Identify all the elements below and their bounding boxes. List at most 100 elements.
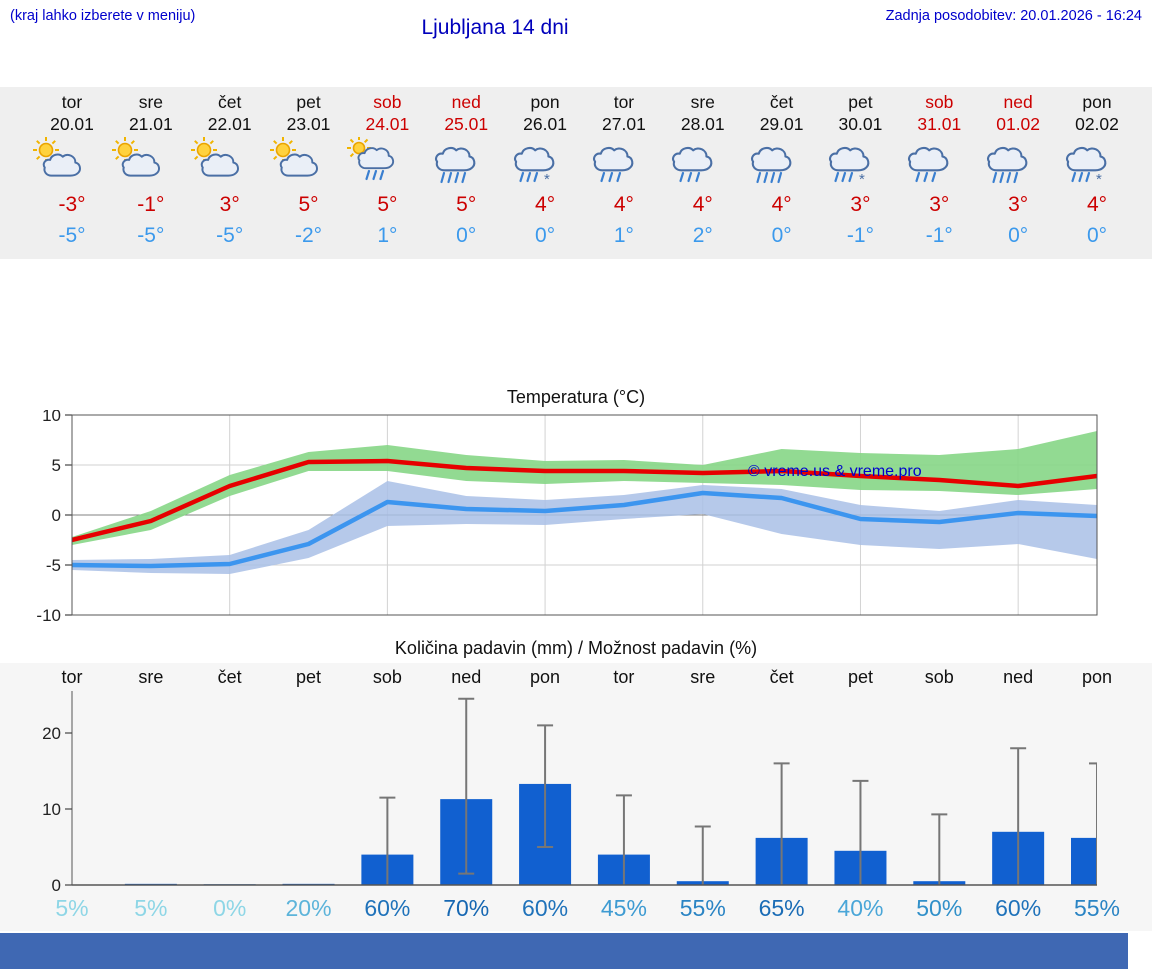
day-icon-wrap: [345, 137, 429, 189]
day-date: 22.01: [207, 114, 252, 134]
cloud-rain-icon: [671, 146, 713, 183]
precip-day-label: pet: [847, 667, 873, 687]
svg-text:*: *: [859, 171, 865, 187]
precip-probability: 60%: [995, 895, 1042, 921]
precip-day-label: tor: [61, 667, 83, 687]
day-date: 21.01: [128, 114, 173, 134]
forecast-day-9[interactable]: čet 29.01 4° 0°: [740, 87, 824, 248]
forecast-day-13[interactable]: pon 02.02 * 4° 0°: [1055, 87, 1139, 248]
day-temp-max: 3°: [929, 193, 950, 216]
forecast-day-1[interactable]: sre 21.01 -1° -5°: [109, 87, 193, 248]
day-icon-wrap: [740, 137, 824, 189]
day-name: ned: [451, 92, 481, 112]
day-name: pon: [1082, 92, 1112, 112]
day-temp-max: 3°: [850, 193, 871, 216]
day-temp-min: -1°: [925, 224, 953, 247]
cloud-rain-heavy-icon: [750, 146, 791, 184]
sun-cloud-icon: [190, 137, 239, 177]
watermark-link[interactable]: © vreme.us & vreme.pro: [748, 463, 922, 480]
precip-ytick-label: 10: [42, 800, 61, 819]
day-temp-min: -5°: [137, 224, 165, 247]
precip-day-label: ned: [1003, 667, 1034, 687]
day-temp-max: -1°: [137, 193, 165, 216]
temp-ytick-label: 10: [42, 410, 61, 425]
sun-cloud-rain-icon: [347, 137, 395, 181]
temp-plot-frame: [71, 414, 1098, 616]
precip-day-label: pet: [296, 667, 322, 687]
forecast-day-0[interactable]: tor 20.01 -3° -5°: [30, 87, 114, 248]
forecast-day-4[interactable]: sob 24.01 5° 1°: [345, 87, 429, 248]
temperature-chart: 10 5 0 -5 -10 © vreme.us & vreme.pro: [36, 410, 1098, 622]
day-temp-max: 5°: [298, 193, 319, 216]
forecast-day-12[interactable]: ned 01.02 3° 0°: [976, 87, 1060, 248]
precip-day-label: čet: [769, 667, 794, 687]
day-name: pon: [530, 92, 560, 112]
footer-bar: [0, 933, 1128, 969]
forecast-day-7[interactable]: tor 27.01 4° 1°: [582, 87, 666, 248]
page-header: (kraj lahko izberete v meniju) Ljubljana…: [0, 0, 1152, 50]
day-temp-max: 4°: [1086, 193, 1108, 216]
cloud-rain-icon: [908, 146, 949, 183]
forecast-day-3[interactable]: pet 23.01 5° -2°: [267, 87, 351, 248]
precip-probability: 55%: [1073, 895, 1121, 921]
day-temp-max: 4°: [692, 193, 713, 216]
precip-day-label: ned: [451, 667, 482, 687]
day-temp-max: 4°: [535, 193, 556, 216]
day-date: 25.01: [444, 114, 489, 134]
precip-bar: [1071, 837, 1097, 885]
precip-probability: 20%: [285, 895, 332, 921]
day-date: 31.01: [917, 114, 962, 134]
forecast-day-2[interactable]: čet 22.01 3° -5°: [188, 87, 272, 248]
precip-probability: 5%: [134, 895, 168, 921]
forecast-day-11[interactable]: sob 31.01 3° -1°: [897, 87, 981, 248]
temp-line-max: [72, 458, 1097, 543]
day-name: pet: [296, 92, 321, 112]
day-temp-max: 4°: [771, 193, 792, 216]
temperature-chart-title: Temperatura (°C): [506, 387, 646, 407]
day-temp-min: 0°: [771, 224, 792, 247]
day-icon-wrap: *: [503, 137, 587, 189]
forecast-strip: tor 20.01 -3° -5° sre 21.01 -1° -5° čet 22.01 3° -5…: [0, 87, 1152, 259]
forecast-day-10[interactable]: pet 30.01 * 3° -1°: [818, 87, 902, 248]
precip-day-label: sre: [138, 667, 164, 687]
precip-day-label: pon: [1081, 667, 1113, 687]
day-name: sre: [138, 92, 163, 112]
precip-ytick-label: 0: [52, 876, 61, 893]
day-temp-min: 0°: [1008, 224, 1029, 247]
day-temp-min: 2°: [692, 224, 713, 247]
temperature-section: Temperatura (°C) 10 5 0 -5 -10 © vreme.us & v…: [0, 387, 1152, 622]
forecast-day-6[interactable]: pon 26.01 * 4° 0°: [503, 87, 587, 248]
day-icon-wrap: [267, 137, 351, 189]
day-icon-wrap: [661, 137, 745, 189]
day-temp-min: 0°: [1086, 224, 1108, 247]
day-name: sob: [925, 92, 954, 112]
day-temp-max: 3°: [1008, 193, 1029, 216]
forecast-day-5[interactable]: ned 25.01 5° 0°: [424, 87, 508, 248]
sun-cloud-icon: [111, 137, 160, 177]
day-temp-max: 5°: [456, 193, 477, 216]
sun-cloud-icon: [269, 137, 318, 177]
precip-probability: 40%: [837, 895, 884, 921]
cloud-rain-snow-icon: *: [514, 146, 555, 187]
day-date: 01.02: [996, 114, 1041, 134]
precip-day-label: sob: [924, 667, 954, 687]
day-icon-wrap: *: [1055, 137, 1139, 189]
day-temp-min: 0°: [456, 224, 477, 247]
cloud-rain-heavy-icon: [987, 146, 1028, 184]
cloud-rain-snow-icon: *: [1066, 146, 1107, 187]
cloud-rain-heavy-icon: [435, 146, 476, 184]
day-icon-wrap: [582, 137, 666, 189]
precip-day-label: sob: [372, 667, 402, 687]
precip-probability: 55%: [679, 895, 726, 921]
day-name: ned: [1003, 92, 1033, 112]
day-icon-wrap: [109, 137, 193, 189]
precip-probability: 5%: [55, 895, 89, 921]
svg-text:*: *: [1096, 171, 1102, 187]
day-temp-min: 1°: [377, 224, 398, 247]
precipitation-chart-box: tor sre čet pet sob ned pon tor sre čet pet sob ned p…: [0, 663, 1152, 931]
precip-probability: 45%: [600, 895, 647, 921]
day-temp-max: 5°: [377, 193, 398, 216]
cloud-rain-snow-icon: *: [829, 146, 870, 187]
day-date: 23.01: [286, 114, 331, 134]
forecast-day-8[interactable]: sre 28.01 4° 2°: [661, 87, 745, 248]
